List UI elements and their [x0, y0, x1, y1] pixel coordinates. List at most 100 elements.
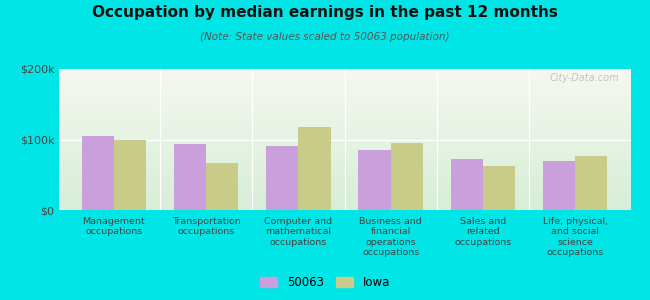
Bar	[58, 82, 630, 83]
Bar	[58, 94, 630, 95]
Bar	[58, 176, 630, 177]
Text: Occupation by median earnings in the past 12 months: Occupation by median earnings in the pas…	[92, 4, 558, 20]
Bar	[58, 78, 630, 79]
Bar	[58, 194, 630, 195]
Bar	[58, 164, 630, 165]
Bar	[58, 141, 630, 142]
Bar	[58, 202, 630, 203]
Bar	[58, 105, 630, 106]
Bar	[58, 150, 630, 151]
Bar	[58, 111, 630, 112]
Bar	[58, 74, 630, 75]
Bar	[58, 134, 630, 135]
Bar	[58, 193, 630, 194]
Bar	[58, 190, 630, 191]
Bar	[58, 118, 630, 119]
Bar	[266, 146, 298, 210]
Bar	[58, 117, 630, 118]
Bar	[58, 155, 630, 156]
Bar	[58, 203, 630, 204]
Bar	[58, 77, 630, 78]
Bar	[58, 126, 630, 127]
Text: (Note: State values scaled to 50063 population): (Note: State values scaled to 50063 popu…	[200, 32, 450, 41]
Bar	[58, 206, 630, 207]
Bar	[174, 144, 206, 210]
Bar	[58, 115, 630, 116]
Bar	[58, 189, 630, 190]
Bar	[58, 116, 630, 117]
Bar	[58, 96, 630, 97]
Bar	[58, 70, 630, 71]
Bar	[58, 195, 630, 196]
Bar	[58, 114, 630, 115]
Bar	[58, 145, 630, 146]
Bar	[58, 143, 630, 144]
Bar	[58, 160, 630, 161]
Bar	[58, 197, 630, 198]
Bar	[58, 165, 630, 166]
Bar	[58, 86, 630, 87]
Bar	[58, 166, 630, 167]
Bar	[391, 143, 423, 210]
Bar	[58, 177, 630, 178]
Bar	[58, 136, 630, 137]
Bar	[58, 90, 630, 91]
Bar	[58, 80, 630, 81]
Bar	[58, 69, 630, 70]
Bar	[58, 139, 630, 140]
Bar	[58, 178, 630, 179]
Bar	[58, 209, 630, 210]
Bar	[58, 128, 630, 129]
Bar	[575, 156, 608, 210]
Bar	[58, 85, 630, 86]
Bar	[58, 192, 630, 193]
Bar	[58, 173, 630, 174]
Bar	[58, 154, 630, 155]
Bar	[58, 191, 630, 192]
Bar	[58, 101, 630, 102]
Bar	[58, 159, 630, 160]
Bar	[81, 136, 114, 210]
Bar	[58, 151, 630, 152]
Bar	[58, 181, 630, 182]
Bar	[58, 106, 630, 107]
Bar	[298, 127, 331, 210]
Bar	[450, 159, 483, 210]
Bar	[58, 142, 630, 143]
Bar	[58, 137, 630, 138]
Bar	[58, 138, 630, 139]
Bar	[58, 149, 630, 150]
Bar	[58, 82, 630, 83]
Bar	[58, 198, 630, 199]
Bar	[58, 122, 630, 123]
Bar	[58, 89, 630, 90]
Bar	[58, 124, 630, 125]
Bar	[58, 123, 630, 124]
Bar	[58, 169, 630, 170]
Bar	[58, 133, 630, 134]
Bar	[58, 125, 630, 126]
Bar	[58, 199, 630, 200]
Bar	[58, 109, 630, 110]
Bar	[58, 119, 630, 120]
Bar	[58, 79, 630, 80]
Bar	[58, 156, 630, 157]
Bar	[58, 76, 630, 77]
Bar	[58, 110, 630, 111]
Bar	[58, 121, 630, 122]
Bar	[58, 144, 630, 145]
Bar	[58, 180, 630, 181]
Bar	[206, 163, 239, 210]
Bar	[58, 146, 630, 147]
Bar	[58, 170, 630, 171]
Bar	[58, 83, 630, 84]
Bar	[58, 129, 630, 130]
Bar	[58, 131, 630, 132]
Bar	[58, 146, 630, 147]
Bar	[483, 166, 515, 210]
Bar	[58, 172, 630, 173]
Bar	[58, 104, 630, 105]
Bar	[58, 153, 630, 154]
Bar	[58, 175, 630, 176]
Bar	[58, 174, 630, 175]
